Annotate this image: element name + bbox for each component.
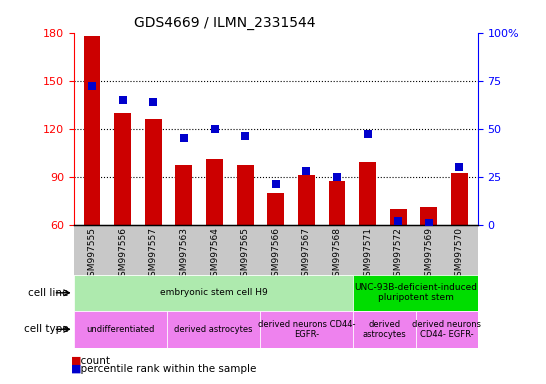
Text: percentile rank within the sample: percentile rank within the sample (74, 364, 256, 374)
Point (118, 97, 127, 103)
Bar (237, 166, 253, 321)
Text: derived astrocytes: derived astrocytes (174, 325, 253, 334)
Point (424, 220, 433, 226)
Text: GDS4669 / ILMN_2331544: GDS4669 / ILMN_2331544 (134, 16, 316, 30)
Point (180, 135, 188, 141)
Text: ■: ■ (71, 356, 81, 366)
Bar (329, 182, 346, 321)
Text: UNC-93B-deficient-induced
pluripotent stem: UNC-93B-deficient-induced pluripotent st… (354, 283, 477, 303)
Bar (74, 275, 353, 311)
Text: cell line: cell line (28, 288, 68, 298)
Point (363, 131, 372, 137)
Point (210, 126, 219, 132)
Bar (416, 311, 478, 348)
Text: ■: ■ (71, 364, 81, 374)
Bar (145, 119, 162, 321)
Text: count: count (74, 356, 110, 366)
Bar (206, 159, 223, 321)
Bar (167, 311, 260, 348)
Bar (268, 193, 284, 321)
Bar (420, 207, 437, 321)
Bar (298, 175, 314, 321)
Point (455, 164, 464, 170)
Text: embryonic stem cell H9: embryonic stem cell H9 (159, 288, 268, 297)
Bar (353, 311, 416, 348)
Bar (359, 162, 376, 321)
Bar (114, 113, 131, 321)
Text: derived
astrocytes: derived astrocytes (363, 319, 406, 339)
Text: derived neurons CD44-
EGFR-: derived neurons CD44- EGFR- (258, 319, 355, 339)
Text: derived neurons
CD44- EGFR-: derived neurons CD44- EGFR- (412, 319, 481, 339)
Point (88, 83, 97, 89)
Bar (353, 275, 478, 311)
Point (302, 168, 311, 174)
Text: cell type: cell type (23, 324, 68, 334)
Point (333, 174, 341, 180)
Point (241, 133, 250, 139)
Bar (84, 36, 100, 321)
Bar (74, 311, 167, 348)
Point (394, 218, 402, 224)
Bar (451, 174, 468, 321)
Bar (260, 311, 353, 348)
Bar (175, 166, 192, 321)
Bar (390, 209, 407, 321)
Point (271, 181, 280, 187)
Text: undifferentiated: undifferentiated (86, 325, 155, 334)
Point (149, 99, 158, 105)
